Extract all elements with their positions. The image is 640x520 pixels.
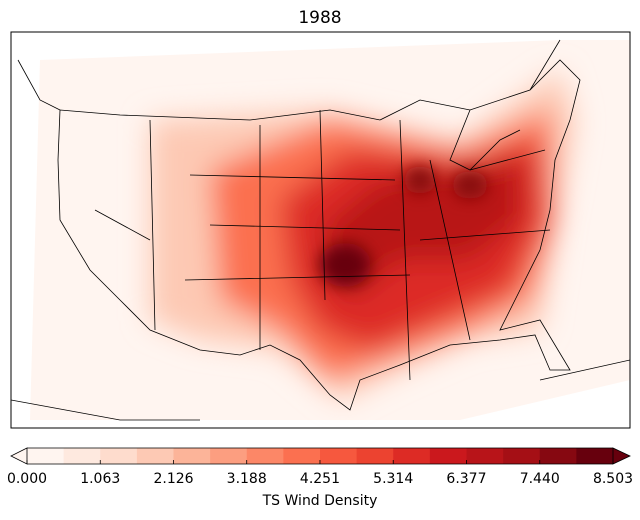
colorbar-segment bbox=[576, 448, 614, 464]
colorbar-segment bbox=[210, 448, 248, 464]
colorbar-segment bbox=[246, 448, 284, 464]
colorbar-tick-label: 2.126 bbox=[153, 471, 193, 487]
colorbar-segment bbox=[503, 448, 541, 464]
colorbar-tick-label: 4.251 bbox=[300, 471, 340, 487]
colorbar-segment bbox=[173, 448, 211, 464]
colorbar-segment bbox=[393, 448, 431, 464]
map-frame bbox=[10, 31, 631, 429]
colorbar-tick-label: 7.440 bbox=[520, 471, 560, 487]
colorbar-label: TS Wind Density bbox=[262, 493, 378, 509]
colorbar-tick-label: 5.314 bbox=[373, 471, 413, 487]
density-map bbox=[11, 32, 630, 428]
map-title: 1988 bbox=[298, 8, 341, 28]
colorbar-segment bbox=[100, 448, 138, 464]
colorbar-segment bbox=[63, 448, 101, 464]
colorbar-segment bbox=[429, 448, 467, 464]
colorbar-min-arrow bbox=[10, 447, 28, 465]
colorbar-tick-label: 3.188 bbox=[227, 471, 267, 487]
colorbar-max-arrow bbox=[612, 447, 631, 465]
colorbar-segment bbox=[136, 448, 174, 464]
colorbar-tick-label: 6.377 bbox=[446, 471, 486, 487]
colorbar-segment bbox=[320, 448, 358, 464]
colorbar-segment bbox=[283, 448, 321, 464]
colorbar-tick-label: 0.000 bbox=[7, 471, 47, 487]
colorbar-segment bbox=[539, 448, 577, 464]
colorbar-segment bbox=[27, 448, 65, 464]
boundaries bbox=[11, 39, 630, 421]
colorbar-tick-label: 1.063 bbox=[80, 471, 120, 487]
colorbar-segment bbox=[356, 448, 394, 464]
colorbar-tick-label: 8.503 bbox=[593, 471, 633, 487]
colorbar-segment bbox=[466, 448, 504, 464]
colorbar: 0.000 1.063 2.126 3.188 4.251 5.314 6.377 7.440… bbox=[7, 447, 633, 487]
